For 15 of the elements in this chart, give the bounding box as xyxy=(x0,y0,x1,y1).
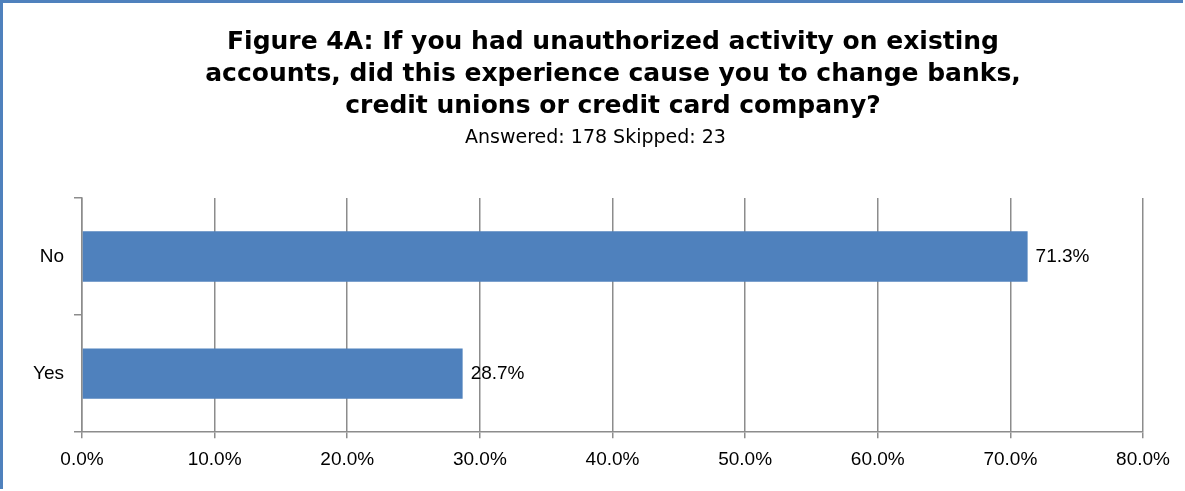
x-tick-label: 20.0% xyxy=(320,447,375,469)
x-tick-label: 80.0% xyxy=(1116,447,1171,469)
x-tick-label: 30.0% xyxy=(452,447,507,469)
x-tick-label: 0.0% xyxy=(60,447,104,469)
x-tick-label: 70.0% xyxy=(983,447,1038,469)
x-tick-label: 50.0% xyxy=(718,447,773,469)
x-tick-label: 40.0% xyxy=(585,447,640,469)
chart-subtitle: Answered: 178 Skipped: 23 xyxy=(464,125,727,147)
x-tick-label: 60.0% xyxy=(850,447,905,469)
y-tick-label: Yes xyxy=(33,361,64,383)
data-label: 71.3% xyxy=(1035,244,1090,266)
chart-title: Figure 4A: If you had unauthorized activity on existing accounts, did this experience cause you to change banks, credit unions or credit card company? xyxy=(204,25,1022,121)
data-label: 28.7% xyxy=(470,361,525,383)
y-tick-label: No xyxy=(39,244,64,266)
x-tick-label: 10.0% xyxy=(187,447,242,469)
